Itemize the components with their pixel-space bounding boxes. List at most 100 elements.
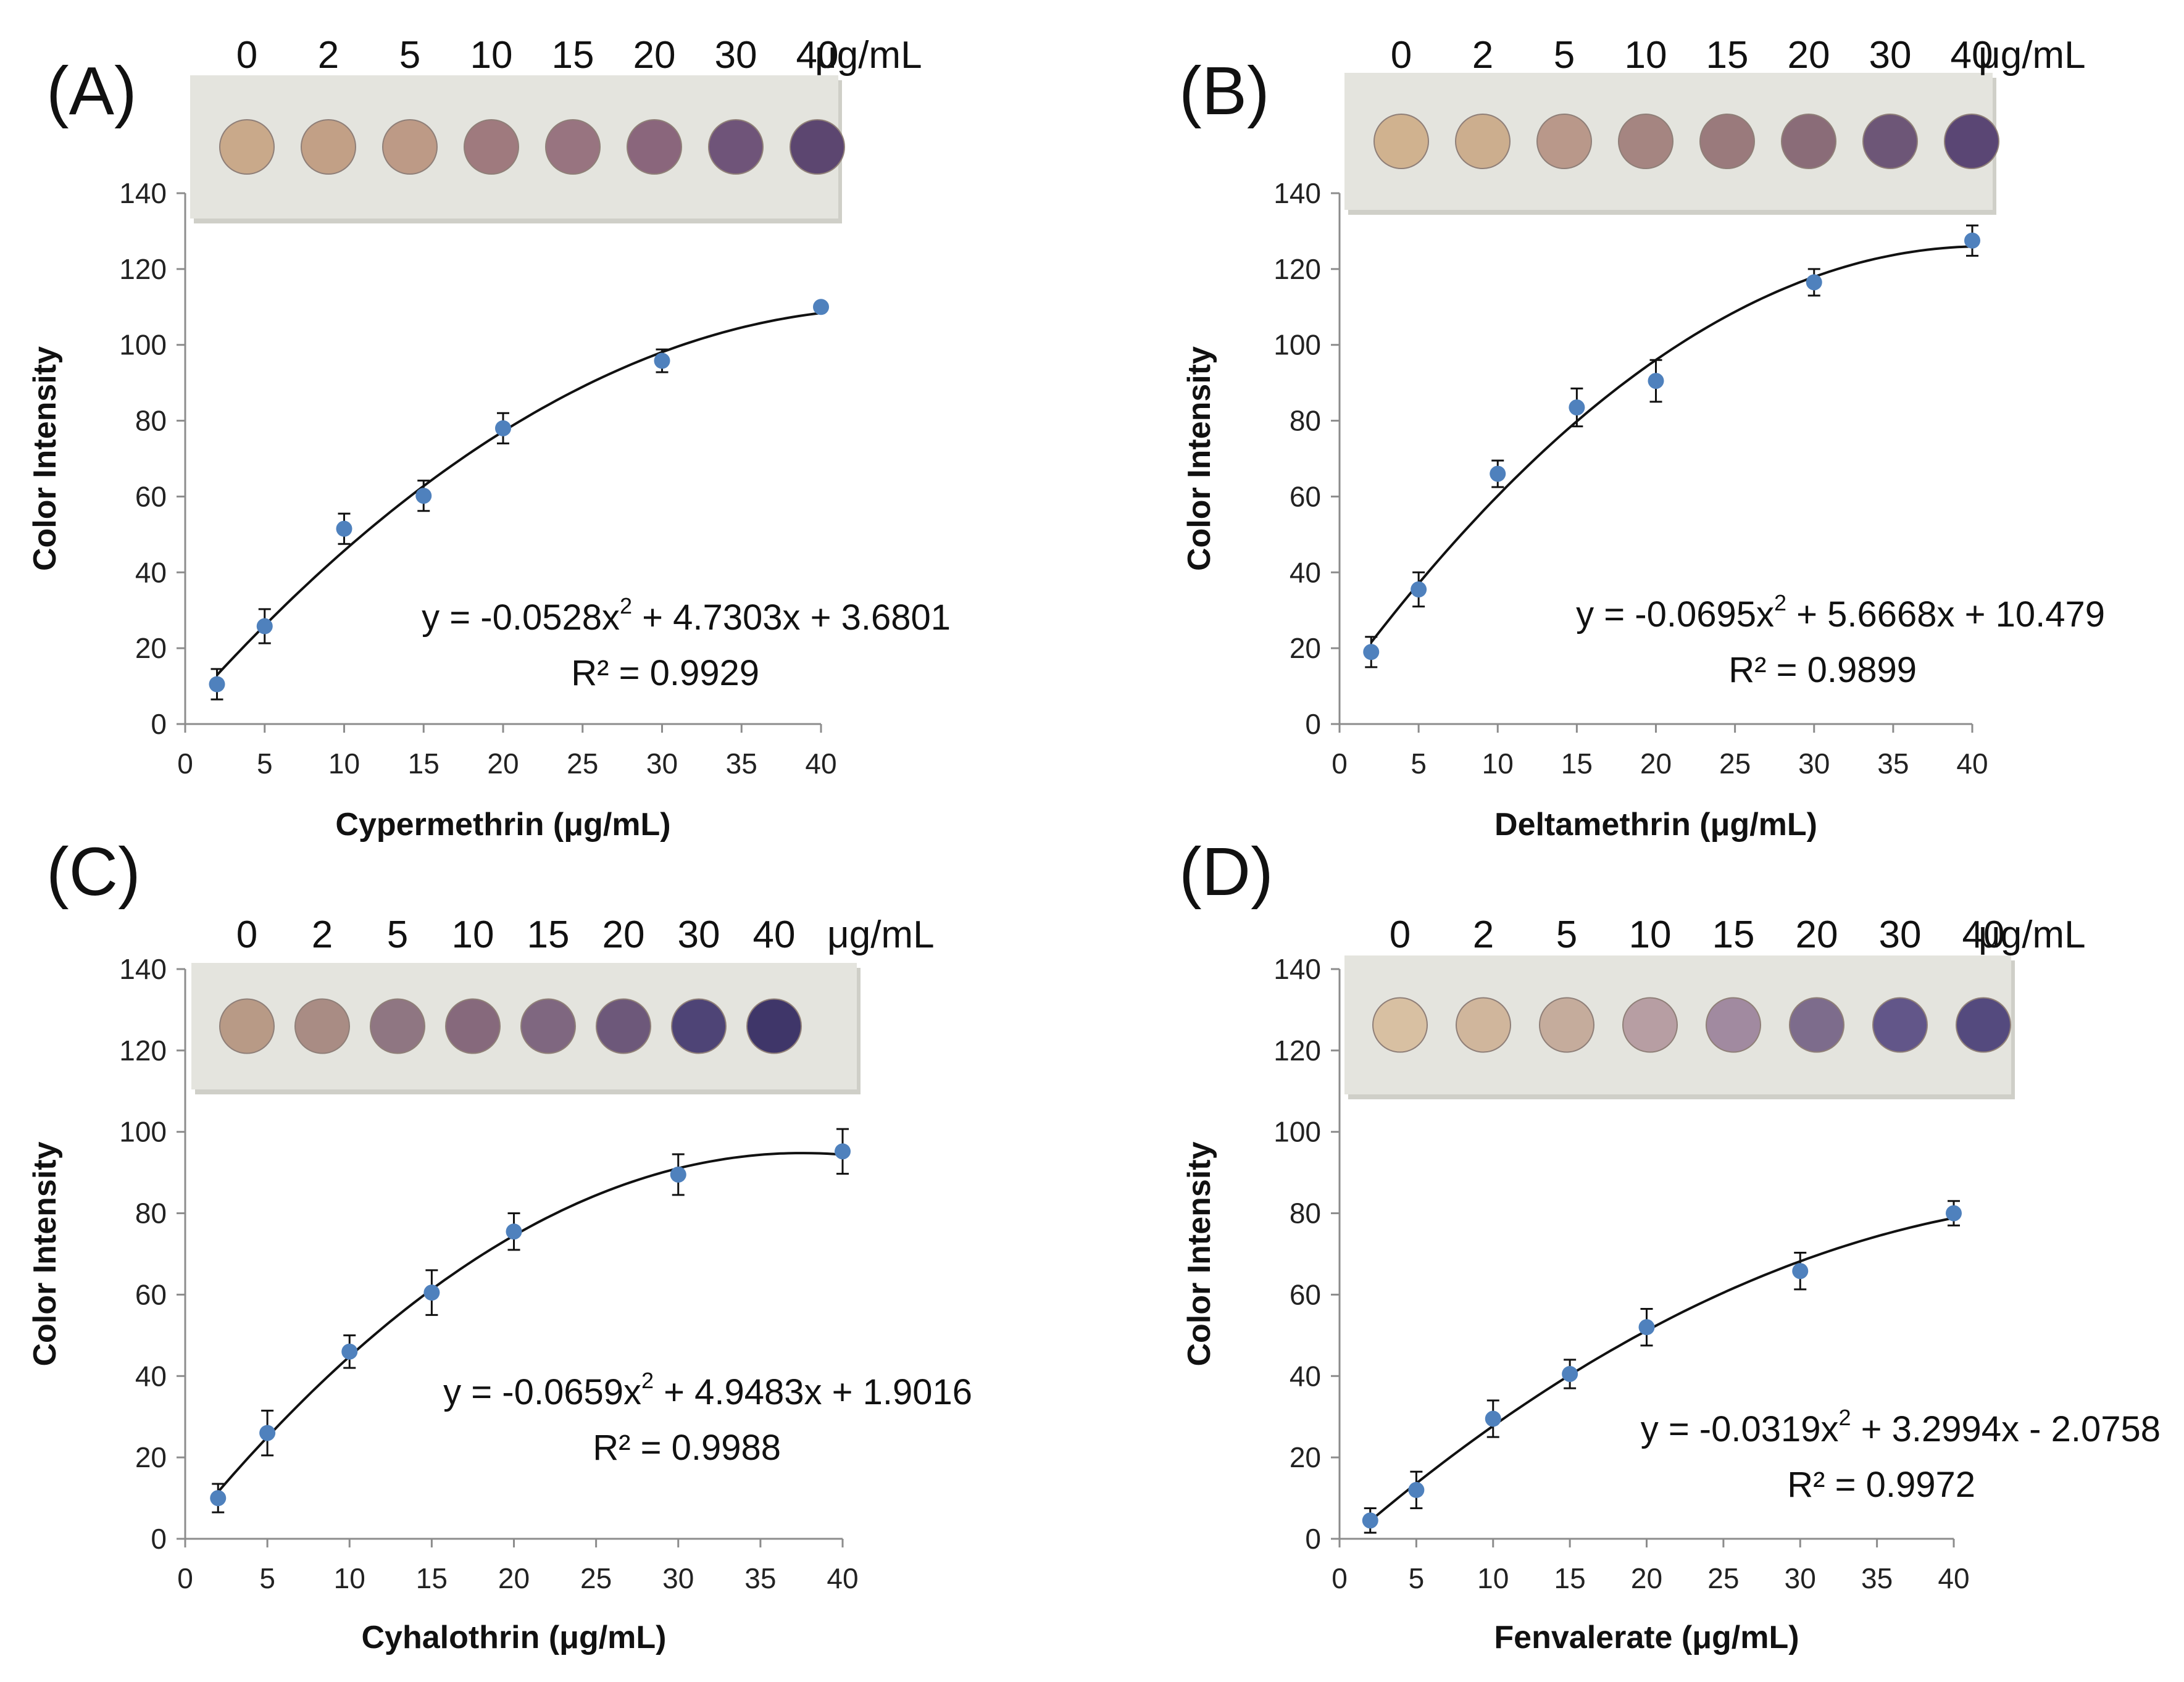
- x-axis-title: Fenvalerate (μg/mL): [1494, 1620, 1799, 1655]
- data-point: [835, 1143, 851, 1160]
- y-tick-label: 120: [1273, 253, 1321, 285]
- x-axis-title: Cyhalothrin (μg/mL): [362, 1620, 667, 1655]
- x-tick-label: 5: [259, 1562, 275, 1594]
- test-spot: [1536, 114, 1592, 169]
- x-tick-label: 25: [567, 747, 598, 780]
- x-tick-label: 40: [1938, 1562, 1969, 1594]
- y-tick-label: 60: [1290, 1278, 1321, 1310]
- x-tick-label: 40: [1956, 747, 1988, 780]
- y-tick-label: 60: [135, 480, 167, 512]
- equation-part: y = -0.0695x: [1576, 594, 1774, 635]
- x-axis-title: Deltamethrin (μg/mL): [1494, 807, 1817, 843]
- r-squared: R² = 0.9929: [571, 653, 759, 693]
- concentration-label: 0: [236, 34, 257, 77]
- data-point: [670, 1166, 686, 1183]
- concentration-unit-label: μg/mL: [1978, 914, 2086, 956]
- concentration-label: 0: [1391, 34, 1412, 77]
- data-point: [210, 1490, 227, 1507]
- x-tick-label: 30: [1785, 1562, 1816, 1594]
- y-tick-label: 40: [1290, 1360, 1321, 1392]
- regression-equation: y = -0.0659x2 + 4.9483x + 1.9016: [443, 1368, 972, 1412]
- data-point: [1408, 1481, 1425, 1498]
- x-tick-label: 5: [1409, 1562, 1425, 1594]
- concentration-label: 40: [796, 34, 839, 77]
- test-spot: [1622, 997, 1678, 1053]
- test-spot: [1956, 997, 2011, 1053]
- concentration-label: 40: [1951, 34, 1993, 77]
- test-spot: [464, 119, 519, 175]
- x-tick-label: 25: [1707, 1562, 1739, 1594]
- y-tick-label: 100: [1273, 329, 1321, 361]
- concentration-label: 0: [236, 914, 257, 956]
- concentration-label: 15: [552, 34, 594, 77]
- y-tick-label: 60: [135, 1278, 167, 1310]
- concentration-label: 20: [633, 34, 676, 77]
- equation-part: y = -0.0659x: [443, 1372, 641, 1412]
- concentration-label: 5: [387, 914, 408, 956]
- equation-part: + 3.2994x - 2.0758: [1851, 1409, 2161, 1449]
- test-spot: [1872, 997, 1928, 1053]
- y-tick-label: 20: [1290, 632, 1321, 664]
- x-tick-label: 10: [334, 1562, 365, 1594]
- y-tick-label: 100: [1273, 1116, 1321, 1148]
- y-tick-label: 0: [1305, 1523, 1321, 1555]
- test-spot: [746, 998, 802, 1054]
- concentration-label: 5: [1556, 914, 1577, 956]
- data-point: [1485, 1410, 1501, 1427]
- panel-label: (A): [46, 53, 137, 129]
- data-point: [506, 1223, 522, 1240]
- y-axis-title: Color Intensity: [27, 1141, 63, 1366]
- regression-equation: y = -0.0695x2 + 5.6668x + 10.479: [1576, 590, 2105, 635]
- test-spot: [370, 998, 425, 1054]
- test-spot: [1781, 114, 1836, 169]
- x-tick-label: 15: [1561, 747, 1593, 780]
- panel-label: (B): [1179, 53, 1270, 129]
- equation-exponent: 2: [641, 1368, 654, 1393]
- equation-part: y = -0.0528x: [422, 597, 620, 638]
- panel-label: (D): [1179, 834, 1273, 910]
- concentration-label: 5: [1554, 34, 1575, 77]
- test-spot: [1455, 114, 1511, 169]
- equation-part: y = -0.0319x: [1641, 1409, 1839, 1449]
- concentration-label: 15: [1706, 34, 1749, 77]
- data-point: [1792, 1263, 1809, 1280]
- r-squared: R² = 0.9988: [593, 1428, 781, 1468]
- concentration-label: 10: [470, 34, 513, 77]
- data-point: [341, 1343, 358, 1360]
- x-tick-label: 15: [1554, 1562, 1586, 1594]
- x-tick-label: 10: [328, 747, 360, 780]
- x-tick-label: 25: [580, 1562, 612, 1594]
- data-point: [209, 676, 225, 693]
- y-tick-label: 40: [1290, 556, 1321, 588]
- y-tick-label: 20: [135, 632, 167, 664]
- data-point: [1363, 644, 1380, 660]
- y-tick-label: 80: [135, 405, 167, 437]
- data-point: [813, 299, 829, 315]
- y-tick-label: 100: [119, 1116, 167, 1148]
- x-tick-label: 35: [1877, 747, 1909, 780]
- test-spot: [1699, 114, 1755, 169]
- concentration-unit-label: μg/mL: [815, 34, 922, 77]
- y-tick-label: 60: [1290, 480, 1321, 512]
- x-tick-label: 10: [1482, 747, 1514, 780]
- test-spot: [520, 998, 576, 1054]
- data-point: [1569, 399, 1585, 416]
- data-point: [1638, 1319, 1655, 1336]
- y-tick-label: 140: [119, 177, 167, 209]
- test-spot: [1618, 114, 1673, 169]
- test-spot: [1539, 997, 1594, 1053]
- concentration-label: 20: [1796, 914, 1838, 956]
- concentration-label: 30: [715, 34, 757, 77]
- y-tick-label: 140: [119, 953, 167, 985]
- y-axis-title: Color Intensity: [27, 346, 63, 571]
- concentration-label: 40: [1962, 914, 2005, 956]
- x-tick-label: 35: [726, 747, 757, 780]
- concentration-label: 20: [602, 914, 645, 956]
- trendline: [1370, 245, 1973, 643]
- y-tick-label: 20: [1290, 1441, 1321, 1473]
- x-axis-title: Cypermethrin (μg/mL): [335, 807, 670, 843]
- regression-equation: y = -0.0319x2 + 3.2994x - 2.0758: [1641, 1405, 2161, 1449]
